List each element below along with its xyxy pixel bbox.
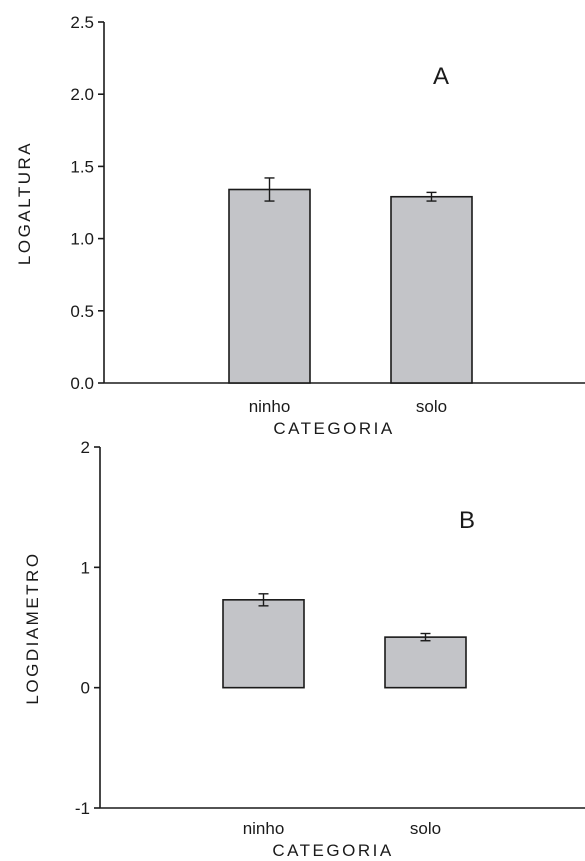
y-tick-label: 0 [81, 679, 90, 698]
y-tick-label: 2 [81, 438, 90, 457]
category-label-ninho: ninho [243, 819, 285, 838]
panel-a-bars [228, 188, 473, 384]
panel-b-bars [222, 599, 467, 689]
panel-b-x-axis-title: CATEGORIA [272, 841, 393, 860]
bar-ninho [228, 188, 311, 384]
chart-panel-b: -1 0 1 2 ninho solo CATEGORIA LOGDIAMETRO B [23, 438, 585, 860]
category-label-ninho: ninho [249, 397, 291, 416]
chart-panel-a: 0.0 0.5 1.0 1.5 2.0 2.5 ninho solo CATEGORIA L… [15, 13, 585, 438]
panel-b-category-labels: ninho solo [243, 819, 441, 838]
category-label-solo: solo [410, 819, 441, 838]
y-tick-label: 2.5 [70, 13, 94, 32]
panel-b-y-axis-title: LOGDIAMETRO [23, 551, 42, 704]
y-tick-label: 1.0 [70, 230, 94, 249]
y-tick-label: 2.0 [70, 85, 94, 104]
panel-b-error-bars [258, 593, 431, 642]
panel-a-y-ticks: 0.0 0.5 1.0 1.5 2.0 2.5 [70, 13, 104, 393]
bar-solo [390, 195, 473, 384]
bar-solo [384, 636, 467, 689]
y-tick-label: 1.5 [70, 157, 94, 176]
bar-ninho [222, 599, 305, 689]
panel-a-error-bars [264, 177, 437, 202]
category-label-solo: solo [416, 397, 447, 416]
panel-b-axes [99, 447, 585, 809]
panel-b-letter: B [459, 507, 475, 534]
panel-a-letter: A [433, 63, 449, 90]
y-tick-label: -1 [75, 799, 90, 818]
y-tick-label: 0.5 [70, 302, 94, 321]
y-tick-label: 1 [81, 558, 90, 577]
panel-a-axes [103, 22, 585, 384]
panel-a-y-axis-title: LOGALTURA [15, 141, 34, 265]
panel-a-category-labels: ninho solo [249, 397, 447, 416]
panel-a-x-axis-title: CATEGORIA [273, 419, 394, 438]
y-tick-label: 0.0 [70, 374, 94, 393]
panel-b-y-ticks: -1 0 1 2 [75, 438, 100, 818]
